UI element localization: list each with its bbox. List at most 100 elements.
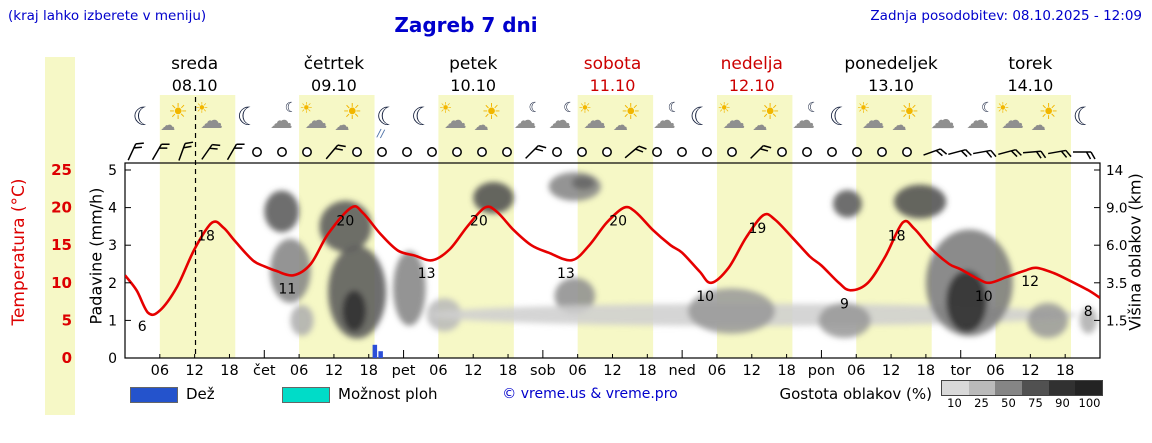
temperature-value-label: 10 <box>975 289 993 305</box>
wind-barb-tick <box>939 148 948 155</box>
wind-barb-shaft <box>923 148 941 156</box>
wind-barb-shaft <box>948 148 966 156</box>
time-tick-label: čet <box>253 363 276 379</box>
wind-barb-icon <box>948 148 972 158</box>
time-tick-label: 06 <box>708 363 726 379</box>
time-tick-label: sob <box>530 363 556 379</box>
wind-calm-icon <box>352 147 362 157</box>
temperature-tick-label: 25 <box>51 161 72 179</box>
wind-barb-tick <box>184 141 194 145</box>
density-segment <box>995 381 1023 395</box>
wind-barb-tick <box>334 147 343 151</box>
time-tick-label: 18 <box>360 363 378 379</box>
temperature-value-label: 19 <box>748 221 766 237</box>
temperature-value-label: 20 <box>470 214 488 230</box>
wind-calm-icon <box>827 147 837 157</box>
wind-barb-tick <box>1060 150 1068 158</box>
temperature-curve <box>125 205 1100 317</box>
wind-barb-tick <box>538 144 547 149</box>
precip-tick-label: 3 <box>108 238 117 254</box>
time-tick-label: 12 <box>1021 363 1039 379</box>
time-tick-label: 18 <box>220 363 238 379</box>
cloud-height-tick-label: 1.5 <box>1106 313 1127 329</box>
time-tick-label: 12 <box>325 363 343 379</box>
wind-barb-tick <box>159 147 168 149</box>
wind-barb-tick <box>990 149 997 158</box>
wind-calm-icon <box>802 147 812 157</box>
time-tick-label: 18 <box>1056 363 1074 379</box>
time-tick-label: 06 <box>986 363 1004 379</box>
temperature-value-label: 11 <box>278 281 296 297</box>
temperature-value-label: 12 <box>1021 274 1039 290</box>
wind-barb-icon <box>1048 149 1072 158</box>
temperature-tick-label: 20 <box>51 199 72 217</box>
wind-barb-tick <box>1090 151 1096 160</box>
wind-barb-icon <box>178 141 194 161</box>
wind-calm-icon <box>502 147 512 157</box>
time-tick-label: 06 <box>568 363 586 379</box>
cloud-density-blob <box>342 290 366 332</box>
cloud-height-tick-label: 9.0 <box>1106 201 1127 217</box>
cloud-density-blob <box>833 190 862 218</box>
wind-barb-tick <box>960 150 968 158</box>
time-tick-label: 12 <box>464 363 482 379</box>
cloud-density-blob <box>554 277 596 315</box>
wind-calm-icon <box>727 147 737 157</box>
time-tick-label: 12 <box>882 363 900 379</box>
temperature-value-label: 10 <box>696 289 714 305</box>
wind-barb-tick <box>1085 151 1092 160</box>
wind-barb-tick <box>1065 149 1072 158</box>
day-date: 09.10 <box>311 76 357 95</box>
rain-bar <box>372 344 378 358</box>
wind-barb-tick <box>337 144 346 148</box>
cloud-density-blob <box>946 270 987 333</box>
wind-barb-tick <box>985 150 993 158</box>
temperature-tick-label: 15 <box>51 236 72 254</box>
wind-calm-icon <box>652 147 662 157</box>
wind-calm-icon <box>277 147 287 157</box>
left-day-strip <box>45 57 75 415</box>
wind-barb-shaft <box>178 143 186 161</box>
wind-calm-icon <box>477 147 487 157</box>
day-name: petek <box>449 54 497 74</box>
wind-barb-tick <box>135 142 144 145</box>
wind-barb-icon <box>325 144 346 160</box>
density-tick-label: 100 <box>1078 396 1101 410</box>
wind-barb-icon <box>750 144 772 159</box>
wind-calm-icon <box>877 147 887 157</box>
wind-barb-tick <box>183 145 192 149</box>
wind-barb-icon <box>1073 151 1096 160</box>
day-name: sreda <box>171 54 218 74</box>
page-title: Zagreb 7 dni <box>394 13 538 37</box>
wind-barb-shaft <box>226 143 238 161</box>
day-name: ponedeljek <box>844 54 938 74</box>
rain-swatch <box>130 387 178 403</box>
wind-barb-tick <box>161 143 170 145</box>
wind-barb-tick <box>534 148 544 152</box>
precip-tick-label: 1 <box>108 313 117 329</box>
last-update: Zadnja posodobitev: 08.10.2025 - 12:09 <box>870 8 1142 24</box>
temperature-tick-label: 10 <box>51 274 72 292</box>
temperature-value-label: 13 <box>557 266 575 282</box>
time-tick-label: 18 <box>777 363 795 379</box>
wind-barb-icon <box>1022 150 1047 159</box>
time-tick-label: pet <box>392 363 416 379</box>
cloud-height-tick-label: 6.0 <box>1106 238 1127 254</box>
wind-calm-icon <box>902 147 912 157</box>
density-segment <box>1075 381 1103 395</box>
wind-calm-icon <box>577 147 587 157</box>
wind-barb-tick <box>236 143 245 145</box>
precipitation-layer <box>372 344 383 358</box>
wind-barb-icon <box>998 148 1022 158</box>
wind-calm-icon <box>552 147 562 157</box>
temperature-layer <box>125 205 1100 317</box>
cloud-height-tick-label: 14 <box>1106 163 1123 179</box>
wind-barb-icon <box>226 143 245 161</box>
wind-barb-icon <box>127 142 144 161</box>
cloud-layer <box>264 172 1098 339</box>
wind-barb-shaft <box>151 143 163 161</box>
location-hint: (kraj lahko izberete v meniju) <box>8 8 207 24</box>
cloud-density-blob <box>393 251 426 326</box>
wind-calm-icon <box>402 147 412 157</box>
